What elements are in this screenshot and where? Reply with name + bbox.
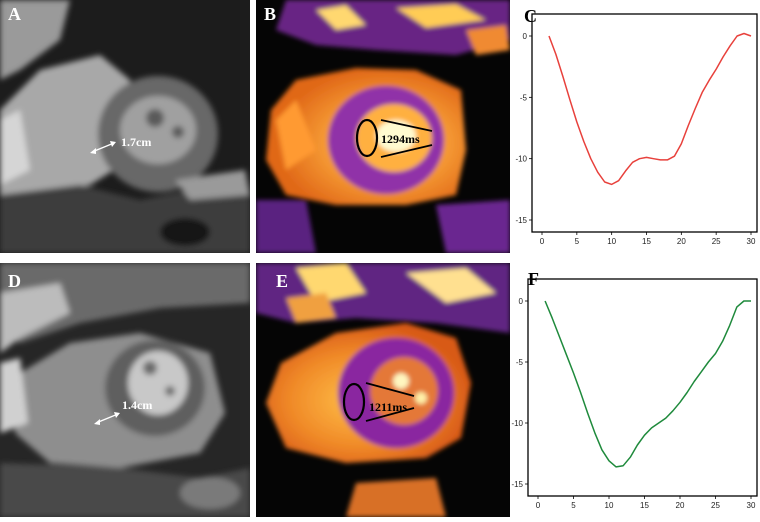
panel-e-t1-map: 1211ms E xyxy=(256,263,510,517)
chart-f-y-tick-label: -15 xyxy=(511,480,523,489)
panel-a-label: A xyxy=(8,4,21,24)
chart-f-y-tick-label: 0 xyxy=(519,297,524,306)
chart-f-x-tick-label: 5 xyxy=(571,501,576,510)
panel-c-label: C xyxy=(524,6,537,26)
chart-f-x-tick-label: 10 xyxy=(605,501,614,510)
chart-f-x-tick-label: 15 xyxy=(640,501,649,510)
chart-f-x-tick-label: 30 xyxy=(747,501,756,510)
panel-b-measurement: 1294ms xyxy=(381,132,420,146)
panel-f-label: F xyxy=(528,269,539,289)
chart-f-y-tick-label: -10 xyxy=(511,419,523,428)
chart-c-x-tick-label: 25 xyxy=(712,237,721,246)
panel-e-label: E xyxy=(276,271,289,291)
panel-b-label: B xyxy=(264,4,277,24)
panel-d-measurement: 1.4cm xyxy=(122,398,152,412)
chart-f-x-tick-label: 20 xyxy=(676,501,685,510)
chart-c-series-line xyxy=(548,32,752,186)
panel-c-chart: C 0 5 10 15 20 25 30 0 -5 -10 -15 xyxy=(510,0,760,258)
chart-c-y-tick-label: -15 xyxy=(515,216,527,225)
chart-c-x-tick-label: 30 xyxy=(747,237,756,246)
panel-f-chart: F 0 5 10 15 20 25 30 0 -5 -10 -15 xyxy=(510,263,760,517)
chart-f-frame xyxy=(527,278,758,497)
chart-c-x-tick-label: 15 xyxy=(642,237,651,246)
chart-c-y-tick-label: -10 xyxy=(515,155,527,164)
chart-f-series-line xyxy=(544,300,751,468)
chart-c-x-tick-label: 5 xyxy=(575,237,580,246)
chart-c-y-tick-label: 0 xyxy=(523,32,528,41)
panel-a-measurement: 1.7cm xyxy=(121,135,151,149)
chart-c-frame xyxy=(531,13,758,233)
chart-c-x-tick-label: 20 xyxy=(677,237,686,246)
chart-f-y-tick-label: -5 xyxy=(516,358,524,367)
panel-b-t1-map: 1294ms B xyxy=(256,0,510,253)
chart-c-y-tick-label: -5 xyxy=(520,93,528,102)
panel-d-label: D xyxy=(8,271,21,291)
chart-c-x-tick-label: 10 xyxy=(607,237,616,246)
chart-c-x-tick-label: 0 xyxy=(540,237,545,246)
chart-f-x-tick-label: 0 xyxy=(536,501,541,510)
panel-a-mri-image: 1.7cm A xyxy=(0,0,250,253)
panel-d-mri-image: 1.4cm D xyxy=(0,263,250,517)
panel-e-measurement: 1211ms xyxy=(369,400,407,414)
chart-f-x-tick-label: 25 xyxy=(711,501,720,510)
